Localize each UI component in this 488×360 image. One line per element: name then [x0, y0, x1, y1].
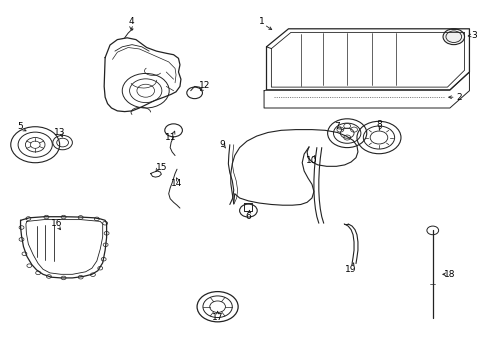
Text: 14: 14: [171, 179, 183, 188]
Text: 6: 6: [245, 212, 251, 221]
Text: 17: 17: [211, 313, 223, 322]
Text: 9: 9: [219, 140, 225, 149]
Text: 19: 19: [345, 265, 356, 274]
Text: 16: 16: [50, 219, 62, 228]
Text: 18: 18: [443, 270, 455, 279]
Text: 10: 10: [305, 156, 317, 165]
Text: 15: 15: [155, 163, 167, 172]
Text: 5: 5: [18, 122, 23, 131]
Text: 13: 13: [54, 128, 65, 137]
Text: 1: 1: [258, 17, 264, 26]
Text: 4: 4: [128, 17, 134, 26]
Text: 12: 12: [198, 81, 210, 90]
Circle shape: [442, 29, 464, 45]
Text: 11: 11: [165, 133, 177, 142]
Text: 3: 3: [470, 31, 476, 40]
Text: 8: 8: [375, 120, 381, 129]
Text: 2: 2: [455, 93, 461, 102]
Text: 7: 7: [334, 122, 340, 131]
